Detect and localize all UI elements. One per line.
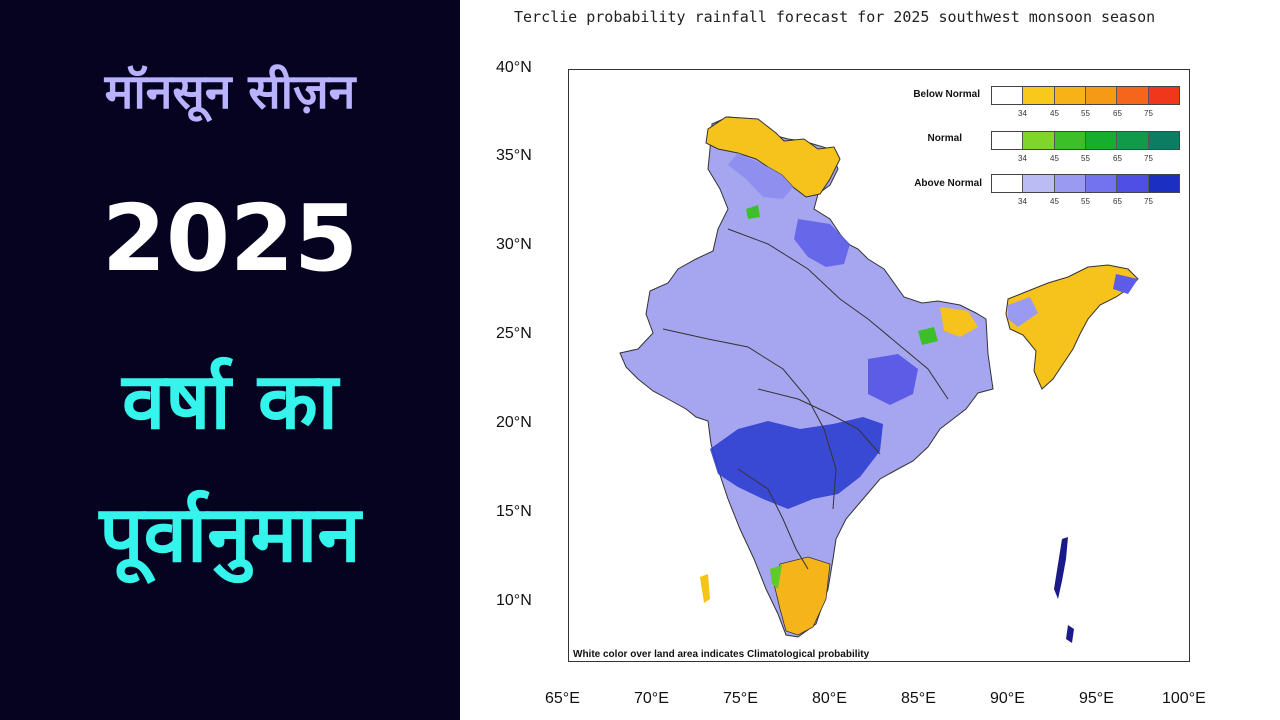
lon-tick-90e: 90°E xyxy=(990,690,1025,707)
north-region-shape xyxy=(705,116,841,198)
east-blue-shape xyxy=(868,354,918,405)
state-boundaries-2 xyxy=(662,328,837,510)
south-tip-green-patch xyxy=(770,565,782,589)
state-boundaries-3 xyxy=(757,388,881,455)
climatological-note: White color over land area indicates Cli… xyxy=(573,649,870,660)
legend-swatch xyxy=(1054,132,1086,149)
legend-label-above-normal: Above Normal xyxy=(914,178,982,189)
legend-tick-above-45: 45 xyxy=(1050,197,1059,206)
legend-swatch xyxy=(1054,87,1086,104)
lat-tick-20n: 20°N xyxy=(496,414,532,431)
legend-bar-below-normal xyxy=(991,86,1180,105)
legend-tick-below-45: 45 xyxy=(1050,109,1059,118)
headline-panel: मॉनसून सीज़न 2025 वर्षा का पूर्वानुमान xyxy=(0,0,460,720)
map-plot-frame xyxy=(568,69,1190,662)
lon-tick-70e: 70°E xyxy=(634,690,669,707)
legend-swatch xyxy=(992,175,1024,192)
lon-tick-75e: 75°E xyxy=(723,690,758,707)
below-normal-patch-east xyxy=(940,307,978,337)
legend-label-below-normal: Below Normal xyxy=(913,89,980,100)
headline-monsoon-season: मॉनसून सीज़न xyxy=(104,64,356,120)
legend-tick-above-65: 65 xyxy=(1113,197,1122,206)
legend-tick-below-65: 65 xyxy=(1113,109,1122,118)
india-forecast-map xyxy=(619,116,1139,643)
legend-swatch xyxy=(1148,132,1179,149)
legend-swatch xyxy=(1117,87,1149,104)
normal-patch-east xyxy=(918,327,938,345)
headline-forecast: पूर्वानुमान xyxy=(99,490,361,580)
central-high-probability-shape xyxy=(710,417,883,509)
state-boundaries-4 xyxy=(737,468,809,570)
legend-tick-below-75: 75 xyxy=(1144,109,1153,118)
north-central-blue-shape xyxy=(794,219,850,267)
lakshadweep-islands-shape xyxy=(700,574,710,603)
legend-swatch xyxy=(1023,87,1055,104)
legend-tick-normal-34: 34 xyxy=(1018,154,1027,163)
lon-tick-85e: 85°E xyxy=(901,690,936,707)
nicobar-islands-shape xyxy=(1066,625,1074,643)
state-boundaries xyxy=(727,228,949,400)
lon-tick-95e: 95°E xyxy=(1079,690,1114,707)
legend-tick-below-34: 34 xyxy=(1018,109,1027,118)
legend-label-normal: Normal xyxy=(927,133,962,144)
legend-tick-above-55: 55 xyxy=(1081,197,1090,206)
legend-swatch xyxy=(1085,132,1118,149)
legend-swatch xyxy=(992,87,1024,104)
map-title: Terclie probability rainfall forecast fo… xyxy=(514,8,1156,26)
legend-tick-normal-45: 45 xyxy=(1050,154,1059,163)
lat-tick-35n: 35°N xyxy=(496,147,532,164)
legend-bar-above-normal xyxy=(991,174,1180,193)
legend-tick-above-34: 34 xyxy=(1018,197,1027,206)
legend-swatch xyxy=(1085,87,1118,104)
legend-tick-normal-75: 75 xyxy=(1144,154,1153,163)
lon-tick-65e: 65°E xyxy=(545,690,580,707)
lat-tick-25n: 25°N xyxy=(496,325,532,342)
legend-swatch xyxy=(992,132,1024,149)
normal-patch-north xyxy=(746,205,760,219)
legend-swatch xyxy=(1054,175,1086,192)
india-mainland-shape xyxy=(619,116,994,638)
legend-tick-normal-55: 55 xyxy=(1081,154,1090,163)
legend-swatch xyxy=(1023,175,1055,192)
legend-bar-normal xyxy=(991,131,1180,150)
headline-rainfall: वर्षा का xyxy=(122,357,338,447)
lat-tick-40n: 40°N xyxy=(496,59,532,76)
south-tip-shape xyxy=(773,556,831,636)
lat-tick-15n: 15°N xyxy=(496,503,532,520)
lat-tick-10n: 10°N xyxy=(496,592,532,609)
legend-tick-below-55: 55 xyxy=(1081,109,1090,118)
legend-swatch xyxy=(1117,132,1149,149)
legend-swatch xyxy=(1085,175,1118,192)
legend-tick-above-75: 75 xyxy=(1144,197,1153,206)
northeast-west-patch xyxy=(1008,297,1038,327)
legend-tick-normal-65: 65 xyxy=(1113,154,1122,163)
lon-tick-100e: 100°E xyxy=(1162,690,1206,707)
legend-swatch xyxy=(1117,175,1149,192)
north-blue-patch xyxy=(728,153,793,199)
legend-swatch xyxy=(1023,132,1055,149)
lat-tick-30n: 30°N xyxy=(496,236,532,253)
legend-swatch xyxy=(1148,87,1179,104)
andaman-islands-shape xyxy=(1054,537,1068,599)
lon-tick-80e: 80°E xyxy=(812,690,847,707)
legend-swatch xyxy=(1148,175,1179,192)
headline-year: 2025 xyxy=(101,185,359,292)
northeast-blue-patch xyxy=(1113,274,1138,294)
northeast-shape xyxy=(1005,264,1139,390)
